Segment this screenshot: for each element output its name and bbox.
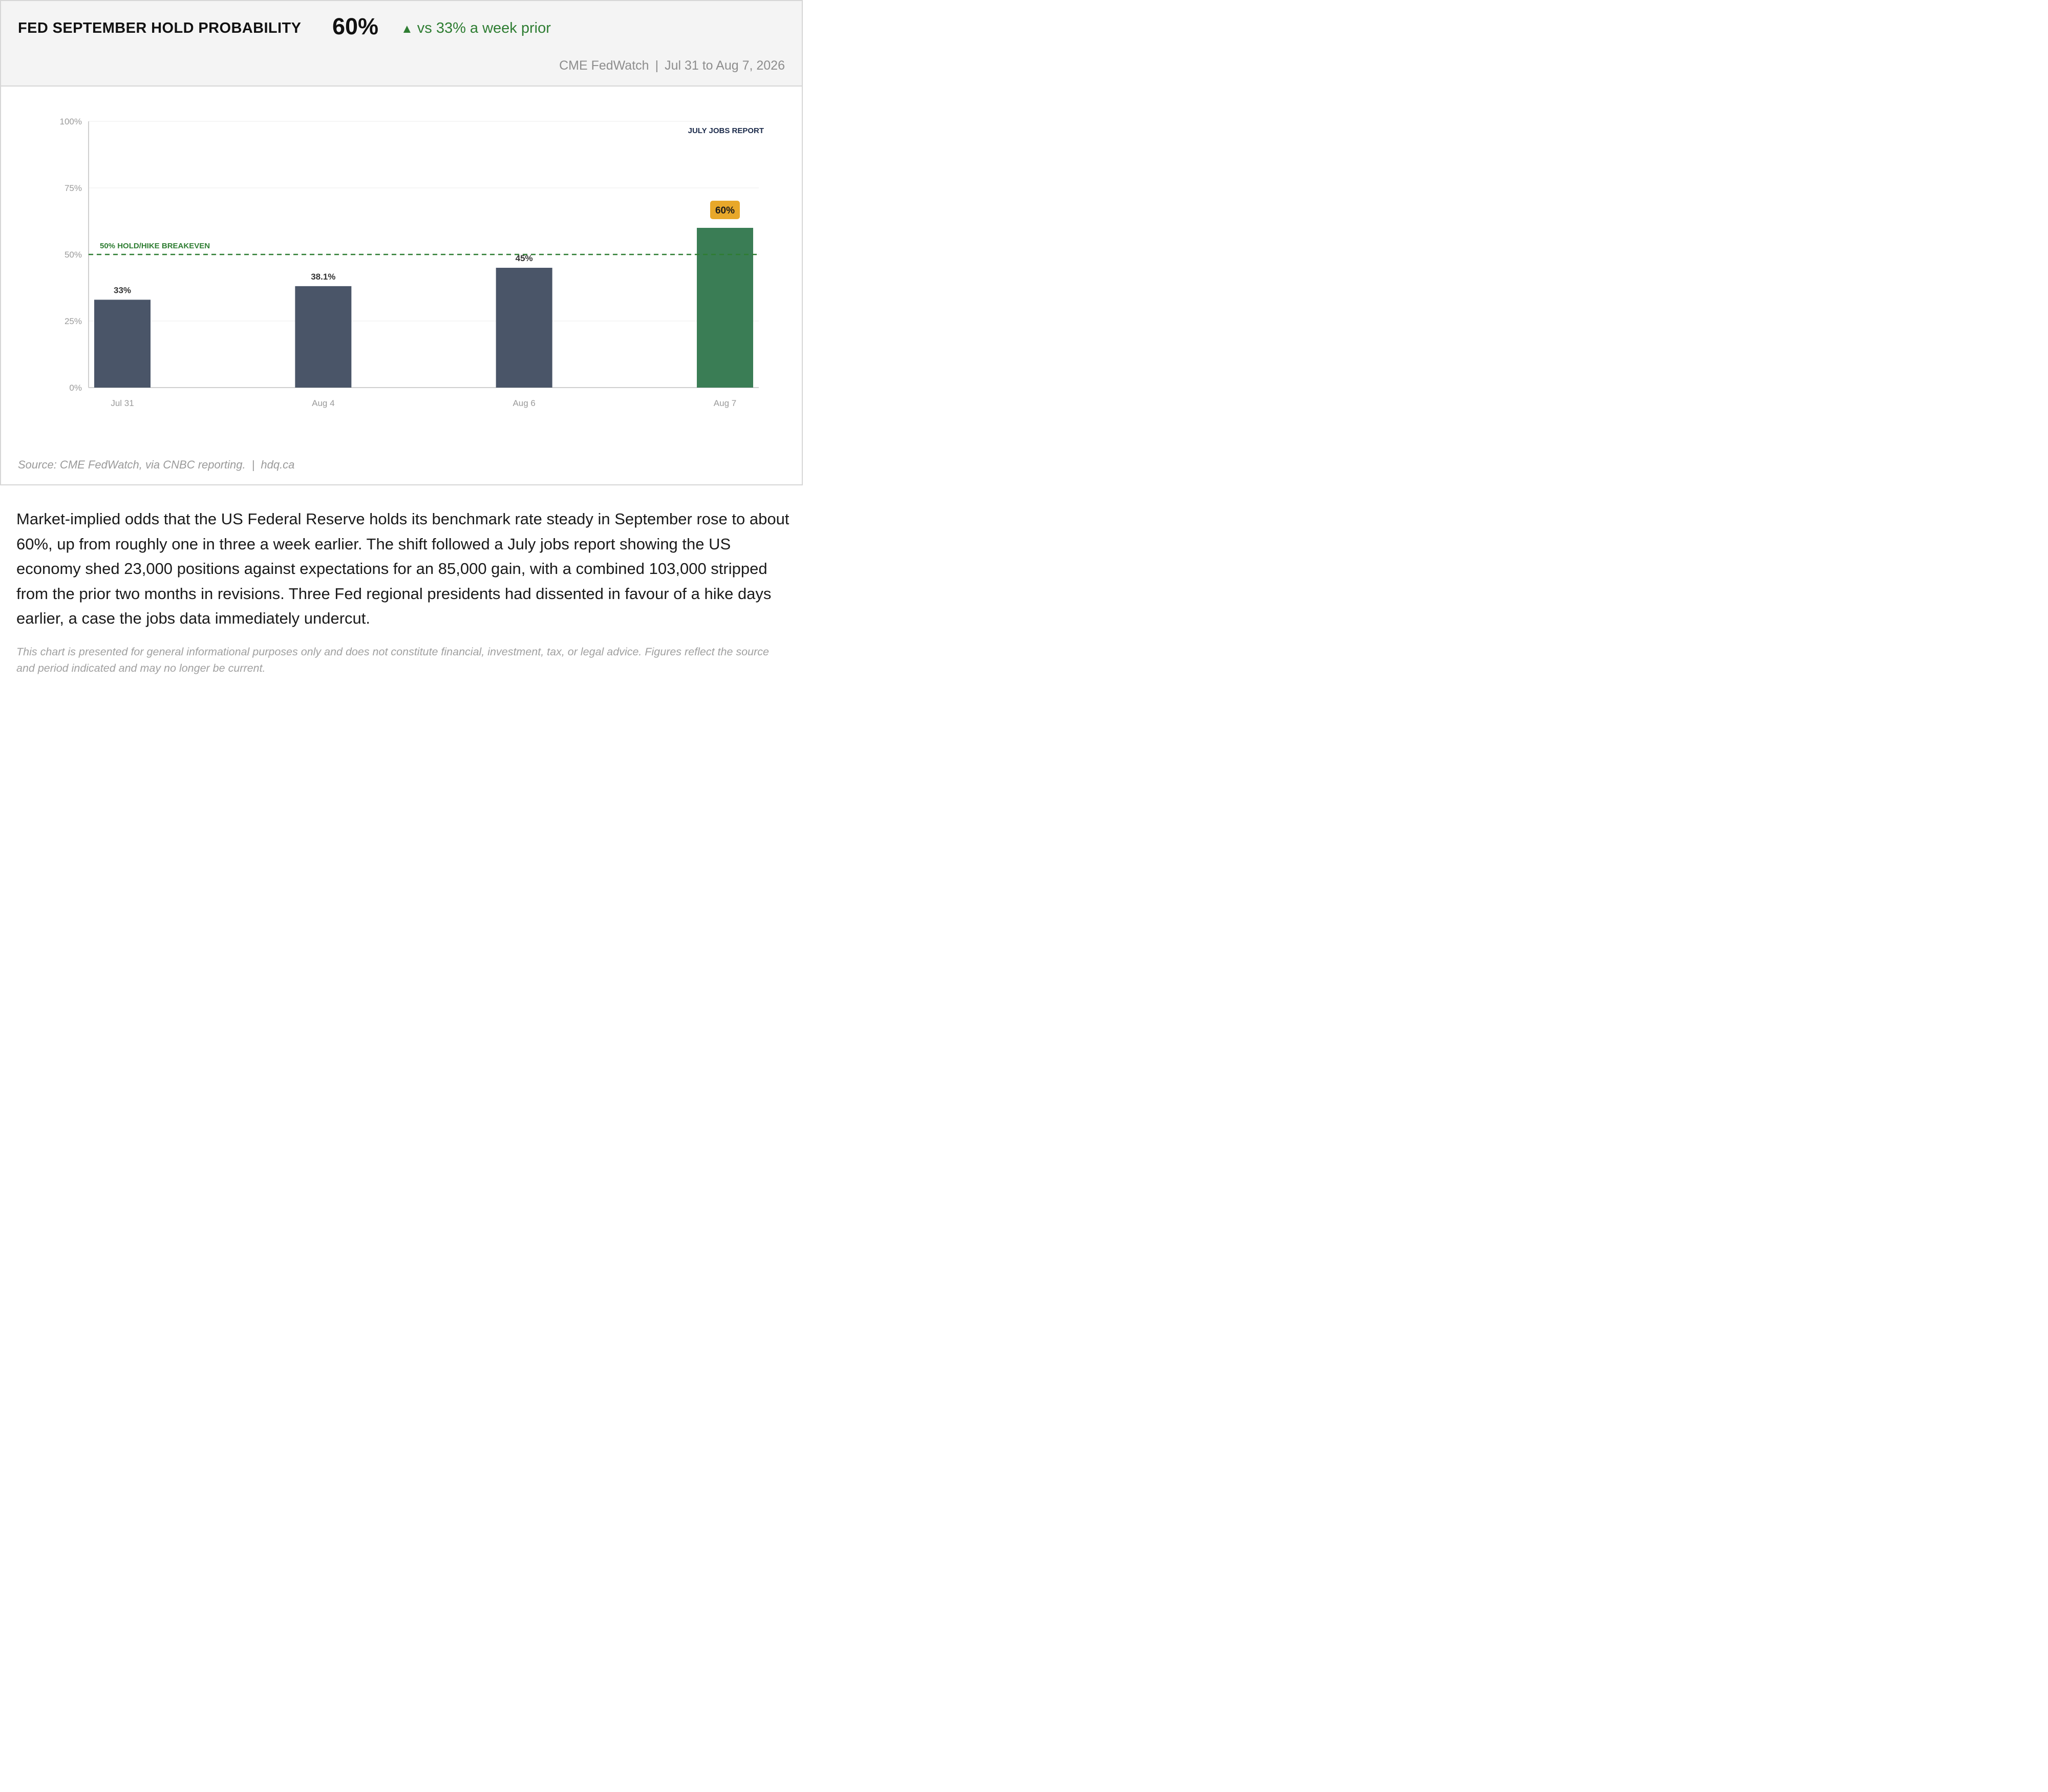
y-tick-label: 75% — [65, 183, 82, 193]
y-tick-label: 0% — [69, 383, 82, 393]
bar-value-label: 38.1% — [311, 272, 335, 282]
site-text: hdq.ca — [261, 458, 295, 471]
bar-value-label: 45% — [516, 253, 533, 263]
x-tick-label: Jul 31 — [111, 398, 134, 408]
bar-chart: 0% 25% 50% 75% 100% 33% Jul 31 38.1% Aug 4 45% Aug… — [60, 117, 764, 408]
delta-indicator: ▲ vs 33% a week prior — [401, 20, 551, 37]
chart-card: FED SEPTEMBER HOLD PROBABILITY 60% ▲ vs 3… — [0, 0, 803, 485]
source-text: Source: CME FedWatch, via CNBC reporting… — [18, 458, 246, 471]
meta-separator: | — [655, 58, 659, 73]
x-tick-label: Aug 6 — [513, 398, 535, 408]
delta-text: vs 33% a week prior — [417, 20, 551, 36]
period-text: Jul 31 to Aug 7, 2026 — [665, 58, 785, 73]
chart-title: FED SEPTEMBER HOLD PROBABILITY — [18, 20, 302, 36]
headline-value: 60% — [332, 13, 379, 39]
disclaimer: This chart is presented for general info… — [16, 646, 769, 674]
source-separator: | — [251, 458, 255, 471]
body-paragraph: Market-implied odds that the US Federal … — [16, 510, 790, 627]
annotation-label: JULY JOBS REPORT — [688, 126, 764, 135]
bar — [496, 268, 552, 388]
y-tick-label: 100% — [60, 117, 82, 126]
source-note: Source: CME FedWatch, via CNBC reporting… — [18, 458, 294, 472]
breakeven-label: 50% HOLD/HIKE BREAKEVEN — [100, 242, 210, 250]
chart-meta: CME FedWatch | Jul 31 to Aug 7, 2026 — [559, 58, 785, 73]
x-tick-label: Aug 7 — [714, 398, 736, 408]
up-arrow-icon: ▲ — [401, 22, 413, 36]
bar-value-label: 60% — [715, 205, 735, 216]
bar — [94, 300, 151, 388]
chart-header: FED SEPTEMBER HOLD PROBABILITY 60% ▲ vs 3… — [1, 1, 802, 87]
bar — [697, 228, 753, 388]
value-badge — [710, 201, 740, 219]
source-name: CME FedWatch — [559, 58, 649, 73]
x-tick-label: Aug 4 — [312, 398, 334, 408]
y-tick-label: 50% — [65, 250, 82, 260]
y-tick-label: 25% — [65, 316, 82, 326]
bar — [295, 286, 352, 388]
bar-value-label: 33% — [114, 285, 131, 295]
